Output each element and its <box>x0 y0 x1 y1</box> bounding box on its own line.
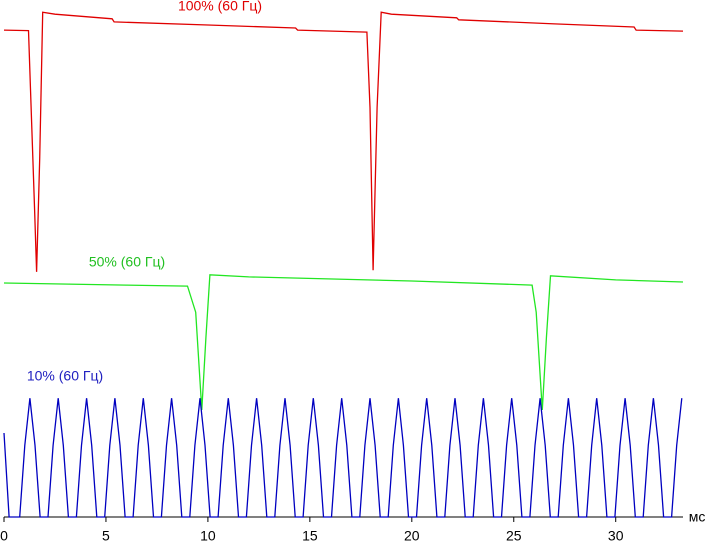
series-label: 100% (60 Гц) <box>178 0 262 14</box>
x-tick-label: 5 <box>102 528 110 544</box>
series-label: 10% (60 Гц) <box>27 368 103 384</box>
x-tick-label: 0 <box>0 528 8 544</box>
series-line <box>3 274 684 411</box>
x-tick-label: 30 <box>608 528 624 544</box>
x-tick-label: 25 <box>506 528 522 544</box>
series-label: 50% (60 Гц) <box>89 254 165 270</box>
series-line <box>3 398 683 518</box>
x-tick-label: 20 <box>404 528 420 544</box>
x-tick-label: 15 <box>302 528 318 544</box>
x-axis-label: мс <box>689 509 706 525</box>
x-tick-label: 10 <box>200 528 216 544</box>
series-line <box>3 11 684 272</box>
